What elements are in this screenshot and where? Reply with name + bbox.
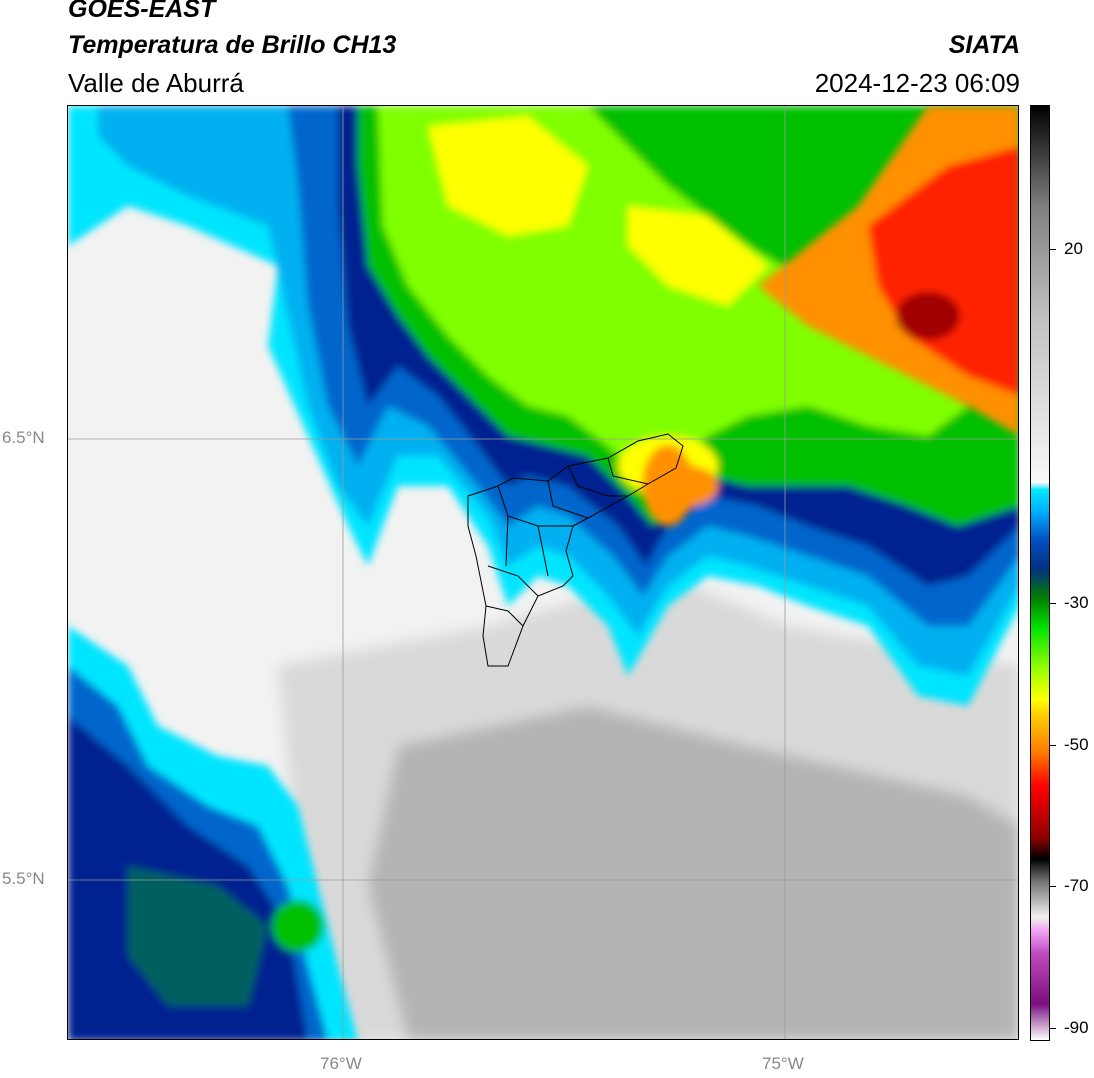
- colorbar-tick-20: [1050, 249, 1056, 250]
- brand-label: SIATA: [948, 31, 1020, 59]
- colorbar-label-neg70: -70: [1064, 876, 1089, 895]
- cloud-darkred-core: [896, 292, 960, 340]
- boundary-inner-2: [547, 480, 589, 519]
- lat-label-5-5: 5.5°N: [2, 869, 45, 888]
- boundary-outline: [467, 433, 684, 667]
- title-satellite: GOES-EAST: [68, 0, 216, 23]
- title-product: Temperatura de Brillo CH13: [68, 31, 397, 59]
- colorbar-tick-neg30: [1050, 603, 1056, 604]
- subtitle-region: Valle de Aburrá: [68, 68, 244, 98]
- colorbar-label-neg30: -30: [1064, 593, 1089, 612]
- colorbar-tick-neg90: [1050, 1028, 1056, 1029]
- boundary-inner-8: [537, 525, 549, 577]
- lon-label-75: 75°W: [762, 1054, 804, 1073]
- sw-cloud-green: [272, 900, 324, 952]
- graticule: [68, 106, 1018, 1039]
- cloud-red-east: [868, 146, 1018, 396]
- colorbar-tick-neg50: [1050, 745, 1056, 746]
- cloud-yellow-2: [628, 206, 768, 306]
- colorbar-label-neg90: -90: [1064, 1018, 1089, 1037]
- boundary-inner-1: [497, 485, 573, 527]
- colorbar-label-20: 20: [1064, 239, 1083, 258]
- boundary-inner-4: [607, 457, 649, 485]
- cloud-yellow-1: [428, 116, 588, 236]
- lon-label-76: 76°W: [320, 1054, 362, 1073]
- boundary-inner-7: [505, 515, 509, 567]
- timestamp-label: 2024-12-23 06:09: [814, 68, 1020, 98]
- boundary-inner-5: [487, 565, 539, 597]
- colorbar-tick-neg70: [1050, 886, 1056, 887]
- map-canvas: [68, 106, 1018, 1039]
- municipal-boundaries: [467, 433, 684, 667]
- satellite-map[interactable]: [67, 105, 1019, 1040]
- sw-cloud-darkgreen: [128, 866, 268, 1006]
- cloud-orange-2: [643, 446, 693, 526]
- temperature-colorbar: [1030, 105, 1050, 1041]
- warm-patch-1: [468, 756, 708, 896]
- boundary-inner-3: [567, 465, 628, 497]
- lat-label-6-5: 6.5°N: [2, 428, 45, 447]
- boundary-inner-6: [485, 605, 524, 627]
- colorbar-label-neg50: -50: [1064, 735, 1089, 754]
- warm-patch-2: [708, 886, 948, 1006]
